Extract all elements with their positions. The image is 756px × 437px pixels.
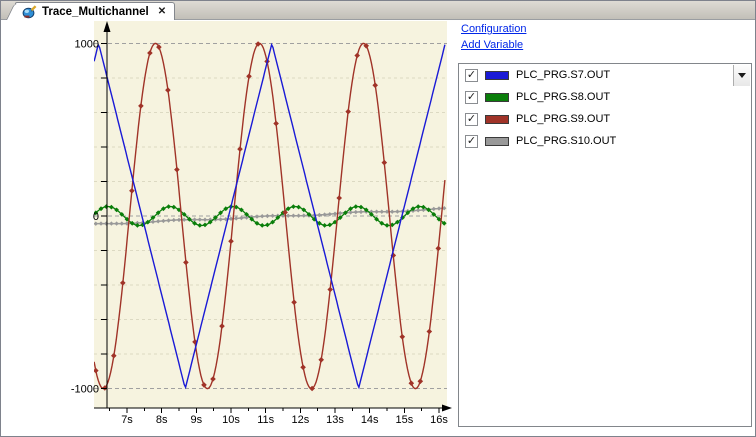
svg-text:7s: 7s bbox=[121, 414, 133, 426]
svg-text:12s: 12s bbox=[291, 414, 309, 426]
svg-text:15s: 15s bbox=[395, 414, 413, 426]
tab-trace-multichannel[interactable]: Trace_Multichannel ✕ bbox=[15, 2, 176, 20]
tab-close-icon[interactable]: ✕ bbox=[157, 6, 167, 17]
variable-name: PLC_PRG.S8.OUT bbox=[516, 91, 611, 103]
variable-checkbox[interactable]: ✓ bbox=[465, 90, 478, 104]
variable-name: PLC_PRG.S9.OUT bbox=[516, 113, 611, 125]
svg-text:8s: 8s bbox=[156, 414, 168, 426]
variable-list: ✓ PLC_PRG.S7.OUT ✓ PLC_PRG.S8.OUT ✓ PLC_PRG.S… bbox=[458, 63, 752, 427]
svg-text:11s: 11s bbox=[257, 414, 274, 426]
tab-title: Trace_Multichannel bbox=[42, 5, 149, 18]
svg-text:16s: 16s bbox=[430, 414, 448, 426]
content-area: 1000 0 -1000 7s 8s 9s 10s 11s 12s 13s 14s 15s 16s Co… bbox=[1, 20, 755, 436]
tab-strip: Trace_Multichannel ✕ bbox=[1, 1, 755, 20]
svg-text:13s: 13s bbox=[326, 414, 344, 426]
chevron-down-icon bbox=[738, 73, 746, 78]
panel-links: Configuration Add Variable bbox=[458, 20, 754, 51]
variable-row[interactable]: ✓ PLC_PRG.S9.OUT bbox=[459, 108, 751, 130]
variable-row[interactable]: ✓ PLC_PRG.S7.OUT bbox=[459, 64, 751, 86]
variable-checkbox[interactable]: ✓ bbox=[465, 134, 478, 148]
svg-text:-1000: -1000 bbox=[71, 384, 99, 396]
svg-text:10s: 10s bbox=[222, 414, 240, 426]
variable-row[interactable]: ✓ PLC_PRG.S8.OUT bbox=[459, 86, 751, 108]
variable-row[interactable]: ✓ PLC_PRG.S10.OUT bbox=[459, 130, 751, 152]
trace-icon bbox=[22, 4, 37, 18]
configuration-link[interactable]: Configuration bbox=[461, 23, 527, 35]
svg-text:1000: 1000 bbox=[75, 38, 99, 50]
trace-chart[interactable]: 1000 0 -1000 7s 8s 9s 10s 11s 12s 13s 14s 15s 16s bbox=[1, 20, 461, 436]
variable-checkbox[interactable]: ✓ bbox=[465, 68, 478, 82]
series-color-swatch bbox=[485, 70, 509, 80]
variable-name: PLC_PRG.S10.OUT bbox=[516, 135, 617, 147]
variable-checkbox[interactable]: ✓ bbox=[465, 112, 478, 126]
series-color-swatch bbox=[485, 136, 509, 146]
svg-text:0: 0 bbox=[93, 211, 99, 223]
variable-dropdown-button[interactable] bbox=[733, 65, 750, 86]
series-color-swatch bbox=[485, 114, 509, 124]
svg-text:9s: 9s bbox=[191, 414, 203, 426]
variable-name: PLC_PRG.S7.OUT bbox=[516, 69, 611, 81]
series-color-swatch bbox=[485, 92, 509, 102]
trace-side-panel: Configuration Add Variable ✓ PLC_PRG.S7.O… bbox=[458, 20, 754, 436]
svg-text:14s: 14s bbox=[361, 414, 379, 426]
add-variable-link[interactable]: Add Variable bbox=[461, 39, 524, 51]
